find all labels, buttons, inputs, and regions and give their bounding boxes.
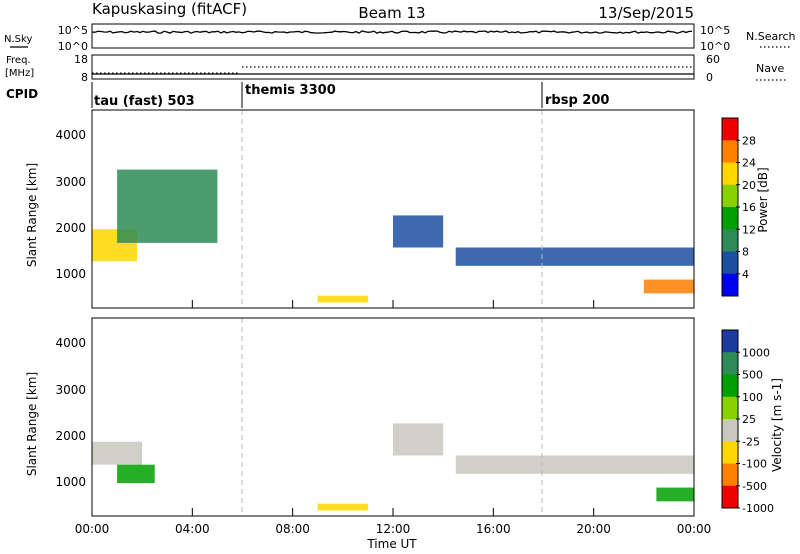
noise-right-label: N.Search bbox=[746, 30, 796, 43]
colorbar-tick-label: -25 bbox=[742, 435, 760, 448]
colorbar-segment bbox=[722, 140, 738, 163]
colorbar-tick-label: 4 bbox=[742, 268, 749, 281]
x-tick-label: 00:00 bbox=[677, 522, 712, 536]
velocity-ylabel: Slant Range [km] bbox=[25, 372, 39, 476]
colorbar-segment bbox=[722, 374, 738, 398]
power-y-ticks: 4000 3000 2000 1000 bbox=[55, 128, 86, 281]
colorbar-tick-label: 100 bbox=[742, 391, 763, 404]
noise-left-tick-top: 10^5 bbox=[58, 24, 88, 37]
colorbar-tick-label: 25 bbox=[742, 413, 756, 426]
x-tick-label: 00:00 bbox=[75, 522, 110, 536]
echo-region-2 bbox=[317, 503, 368, 511]
colorbar-segment bbox=[722, 419, 738, 442]
echo-region-0 bbox=[92, 441, 143, 465]
power-colorbar: 28 24 20 16 12 8 4 bbox=[721, 117, 756, 297]
echo-region-3 bbox=[393, 215, 444, 248]
colorbar-tick-label: 24 bbox=[742, 157, 756, 170]
beam-label: Beam 13 bbox=[358, 4, 425, 22]
echo-region-5 bbox=[643, 279, 694, 294]
power-colorbar-label: Power [dB] bbox=[756, 167, 770, 232]
colorbar-segment bbox=[722, 463, 738, 487]
velocity-y-ticks: 4000 3000 2000 1000 bbox=[55, 336, 86, 489]
velocity-ytick-4000: 4000 bbox=[55, 336, 86, 350]
noise-right-tick-bottom: 10^0 bbox=[700, 40, 730, 53]
colorbar-tick-label: 28 bbox=[742, 134, 756, 147]
velocity-colorbar-label: Velocity [m s-1] bbox=[770, 378, 784, 472]
noise-right-tick-top: 10^5 bbox=[700, 24, 730, 37]
cpid-mode-2: rbsp 200 bbox=[545, 93, 609, 108]
date-label: 13/Sep/2015 bbox=[598, 4, 694, 22]
echo-region-4 bbox=[455, 247, 694, 266]
power-ytick-3000: 3000 bbox=[55, 175, 86, 189]
power-echo-layer bbox=[92, 169, 694, 303]
colorbar-tick-label: 12 bbox=[742, 223, 756, 236]
freq-label-line2: [MHz] bbox=[5, 68, 34, 79]
colorbar-tick-label: 1000 bbox=[742, 346, 770, 359]
x-tick-label: 16:00 bbox=[476, 522, 511, 536]
x-axis-label: Time UT bbox=[366, 537, 417, 551]
velocity-colorbar: 1000 500 100 25 -25 -100 -500 -1000 bbox=[721, 329, 774, 515]
freq-panel-frame bbox=[91, 54, 695, 80]
colorbar-segment bbox=[722, 118, 738, 141]
colorbar-segment bbox=[722, 207, 738, 230]
colorbar-tick-label: 500 bbox=[742, 369, 763, 382]
colorbar-segment bbox=[722, 485, 738, 509]
colorbar-tick-label: 16 bbox=[742, 201, 756, 214]
colorbar-tick-label: -1000 bbox=[742, 502, 774, 515]
velocity-panel-background bbox=[92, 318, 694, 516]
cpid-mode-1: themis 3300 bbox=[245, 83, 336, 98]
velocity-ytick-2000: 2000 bbox=[55, 429, 86, 443]
colorbar-segment bbox=[722, 441, 738, 464]
echo-region-1 bbox=[117, 464, 155, 483]
cpid-label: CPID bbox=[6, 87, 38, 101]
colorbar-segment bbox=[722, 352, 738, 375]
colorbar-segment bbox=[722, 273, 738, 297]
freq-left-tick-bottom: 8 bbox=[81, 71, 88, 84]
freq-right-tick-bottom: 0 bbox=[706, 71, 713, 84]
station-title: Kapuskasing (fitACF) bbox=[92, 0, 247, 18]
freq-label-line1: Freq. bbox=[6, 55, 31, 66]
x-axis-ticks: 00:00 04:00 08:00 12:00 16:00 20:00 00:00 bbox=[75, 300, 712, 536]
x-tick-label: 12:00 bbox=[376, 522, 411, 536]
velocity-echo-layer bbox=[92, 423, 694, 511]
velocity-ytick-1000: 1000 bbox=[55, 475, 86, 489]
colorbar-segment bbox=[722, 229, 738, 252]
echo-region-5 bbox=[656, 487, 694, 502]
cpid-mode-0: tau (fast) 503 bbox=[94, 94, 195, 109]
colorbar-segment bbox=[722, 330, 738, 353]
colorbar-tick-label: 20 bbox=[742, 179, 756, 192]
echo-region-1 bbox=[117, 169, 218, 243]
power-ytick-4000: 4000 bbox=[55, 128, 86, 142]
noise-panel-frame bbox=[91, 23, 695, 49]
power-ytick-2000: 2000 bbox=[55, 221, 86, 235]
freq-right-tick-top: 60 bbox=[706, 53, 720, 66]
x-tick-label: 20:00 bbox=[576, 522, 611, 536]
colorbar-segment bbox=[722, 251, 738, 275]
noise-left-label: N.Sky bbox=[4, 34, 32, 45]
colorbar-segment bbox=[722, 184, 738, 208]
x-tick-label: 08:00 bbox=[275, 522, 310, 536]
echo-region-4 bbox=[455, 455, 694, 474]
noise-left-tick-bottom: 10^0 bbox=[58, 40, 88, 53]
power-ylabel: Slant Range [km] bbox=[25, 163, 39, 267]
velocity-ytick-3000: 3000 bbox=[55, 383, 86, 397]
colorbar-tick-label: -100 bbox=[742, 458, 767, 471]
nave-label: Nave bbox=[756, 62, 784, 75]
colorbar-tick-label: -500 bbox=[742, 480, 767, 493]
x-tick-label: 04:00 bbox=[175, 522, 210, 536]
colorbar-tick-label: 8 bbox=[742, 246, 749, 259]
freq-left-tick-top: 18 bbox=[74, 53, 88, 66]
power-ytick-1000: 1000 bbox=[55, 267, 86, 281]
colorbar-segment bbox=[722, 162, 738, 186]
echo-region-2 bbox=[317, 295, 368, 303]
colorbar-segment bbox=[722, 396, 738, 420]
echo-region-3 bbox=[393, 423, 444, 456]
noise-sky-trace bbox=[91, 30, 692, 34]
